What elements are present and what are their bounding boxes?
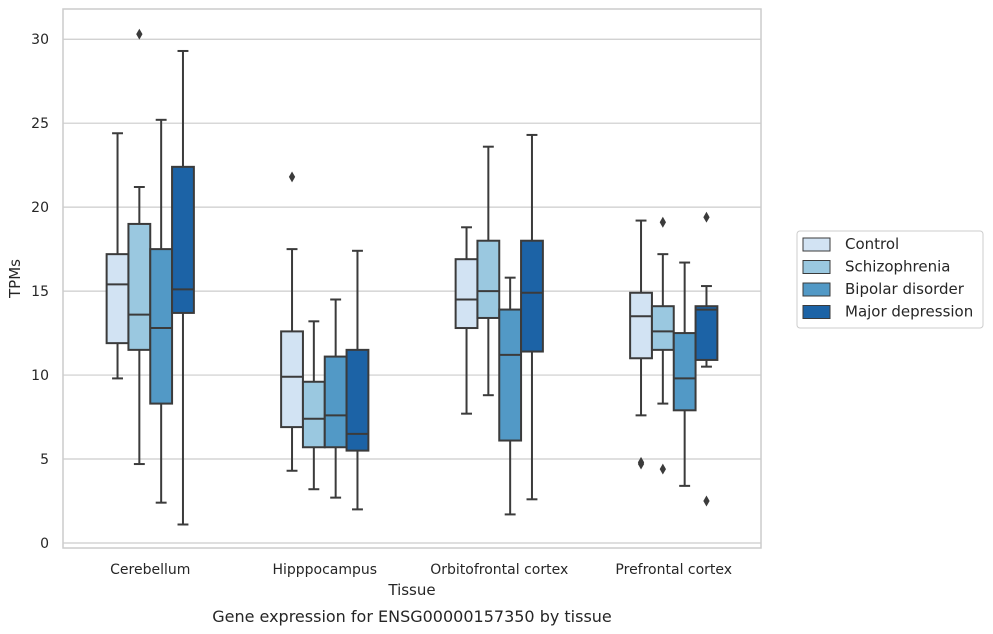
legend-label: Major depression (845, 303, 973, 321)
outlier-point (703, 211, 710, 223)
y-tick-label: 5 (40, 452, 49, 468)
box (629, 291, 653, 360)
legend-swatch (802, 305, 831, 319)
outlier-point (288, 171, 296, 183)
y-tick-label: 10 (31, 368, 49, 384)
x-tick-label: Cerebellum (110, 562, 190, 578)
y-tick-labels: 0 5 10 15 20 25 30 (31, 32, 49, 552)
legend-items: Control Schizophrenia Bipolar disorder Majo… (802, 235, 973, 321)
box (476, 239, 501, 319)
box-groups (105, 28, 719, 526)
legend: Control Schizophrenia Bipolar disorder Majo… (796, 230, 984, 329)
x-tick-label: Orbitofrontal cortex (430, 562, 568, 578)
y-axis-title: TPMs (6, 259, 24, 299)
y-tick-label: 0 (40, 536, 49, 552)
y-tick-label: 20 (31, 200, 49, 216)
outlier-point (637, 456, 645, 468)
legend-label: Bipolar disorder (845, 280, 965, 298)
box (694, 305, 719, 361)
legend-swatch (802, 260, 831, 274)
box-group (629, 211, 719, 507)
box-group (105, 28, 195, 526)
legend-label: Schizophrenia (845, 258, 950, 276)
plot-frame (62, 8, 762, 549)
legend-swatch (802, 282, 831, 297)
box-group (454, 133, 544, 516)
box (650, 305, 675, 351)
x-tick-label: Prefrontal cortex (615, 562, 732, 578)
box (280, 330, 304, 429)
box (127, 222, 152, 351)
box (498, 308, 523, 442)
x-tick-labels: Cerebellum Hipppocampus Orbitofrontal cort… (110, 562, 732, 578)
legend-frame (796, 230, 984, 329)
outlier-point (659, 463, 666, 475)
box (171, 165, 195, 314)
legend-label: Control (845, 235, 899, 253)
outlier-point (659, 216, 666, 228)
chart-caption: Gene expression for ENSG00000157350 by t… (212, 607, 612, 626)
box-group (280, 171, 370, 511)
outlier-point (136, 28, 143, 40)
y-tick-label: 15 (31, 284, 49, 300)
box (301, 380, 326, 449)
legend-swatch (802, 237, 831, 252)
outlier-point (703, 495, 710, 507)
box (672, 332, 697, 412)
box (520, 239, 544, 353)
y-tick-label: 25 (31, 116, 49, 132)
y-tick-label: 30 (31, 32, 49, 48)
box (345, 348, 370, 452)
x-axis-title: Tissue (387, 581, 435, 599)
box (323, 355, 348, 449)
box (149, 248, 174, 405)
box (105, 253, 130, 345)
x-tick-label: Hipppocampus (272, 562, 377, 578)
box (454, 258, 479, 330)
